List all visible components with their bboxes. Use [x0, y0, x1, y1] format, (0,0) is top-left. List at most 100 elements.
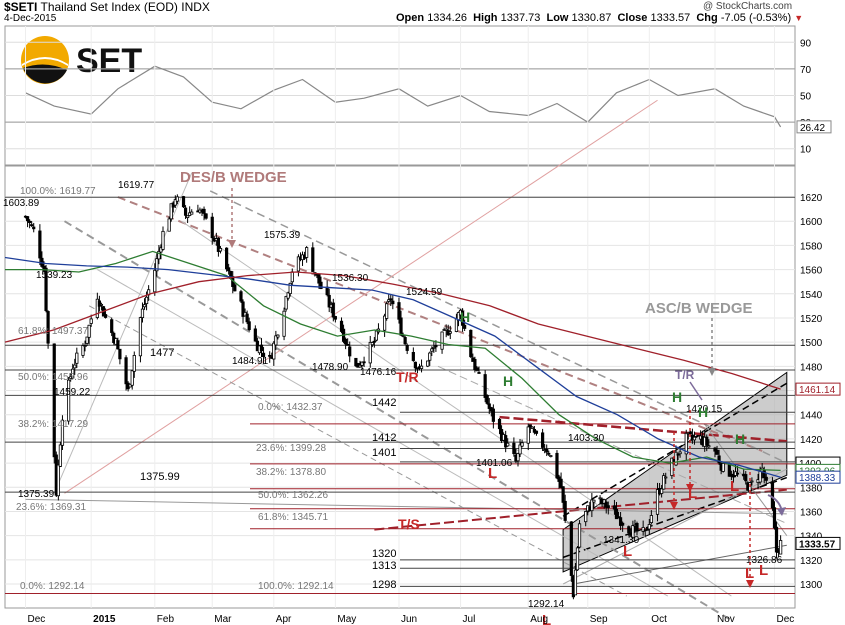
candle-body — [770, 482, 775, 509]
label-1478: 1478.90 — [312, 362, 349, 373]
candle-body — [46, 311, 50, 344]
candle-body — [233, 284, 237, 292]
candle-body — [575, 547, 580, 571]
candle-body — [138, 317, 143, 357]
fib-236-left: 23.6%: 1369.31 — [16, 502, 86, 513]
candle-body — [530, 426, 534, 429]
candle-body — [555, 452, 559, 479]
candle-body — [401, 334, 405, 337]
candle-body — [204, 213, 208, 219]
label-1536: 1536.30 — [332, 273, 369, 284]
candle-body — [75, 352, 79, 364]
level-1313-label: 1313 — [372, 560, 396, 572]
candle-body — [169, 203, 173, 220]
candle-body — [645, 528, 649, 531]
label-1326: 1326.86 — [746, 555, 783, 566]
candle-body — [339, 320, 344, 332]
set-logo: SET — [21, 36, 142, 84]
candle-body — [87, 324, 91, 338]
candle-body — [772, 507, 777, 529]
chart-date: 4-Dec-2015 — [4, 13, 57, 24]
candle-body — [167, 218, 171, 232]
fan-line-1 — [64, 99, 658, 494]
moving-average-ma200 — [4, 271, 781, 390]
candle-body — [132, 355, 136, 372]
candle-body — [32, 226, 36, 230]
rsi-tick-label: 50 — [800, 92, 812, 103]
tr-red-label: T/R — [396, 369, 419, 385]
candle-body — [676, 453, 680, 456]
candle-body — [614, 508, 619, 520]
candle-body — [432, 346, 436, 349]
candle-body — [360, 361, 364, 366]
chg-down-arrow-icon: ▼ — [794, 13, 804, 23]
candle-body — [218, 248, 223, 252]
fib-top-left: 100.0%: 1619.77 — [20, 186, 96, 197]
candle-body — [153, 269, 157, 293]
candle-body — [60, 419, 65, 446]
price-tag: 1388.33 — [795, 470, 841, 484]
candle-body — [684, 432, 688, 455]
candle-body — [348, 346, 352, 357]
candle-body — [354, 357, 358, 367]
candle-body — [713, 447, 717, 452]
fan-line-4 — [88, 305, 627, 597]
candle-body — [405, 345, 409, 351]
h-marker: H — [698, 404, 708, 420]
candle-body — [569, 521, 573, 576]
candle-body — [71, 368, 75, 379]
candle-body — [715, 449, 719, 455]
candle-body — [276, 334, 280, 338]
candle-body — [512, 442, 516, 455]
projection-arrowhead-icon — [777, 507, 786, 516]
logo-text: SET — [76, 42, 142, 80]
asc-wedge-label: ASC/B WEDGE — [645, 300, 753, 317]
price-tick-label: 1480 — [800, 362, 823, 373]
candle-body — [159, 247, 163, 253]
des-wedge-line-2 — [209, 190, 788, 464]
candle-body — [428, 352, 432, 361]
candle-body — [460, 310, 465, 326]
candle-body — [399, 317, 403, 336]
label-1603: 1603.89 — [3, 198, 40, 209]
price-tick-label: 1360 — [800, 507, 823, 518]
candle-body — [38, 230, 42, 259]
support-line — [573, 544, 787, 585]
candle-body — [89, 318, 93, 324]
candle-body — [577, 523, 582, 548]
label-1420: 1420.15 — [686, 404, 723, 415]
candle-body — [621, 522, 625, 526]
label-1375-low: 1375.39 — [18, 489, 55, 500]
candle-body — [28, 220, 32, 223]
candle-body — [372, 340, 376, 343]
candle-body — [744, 474, 748, 482]
candle-body — [526, 426, 530, 444]
candle-body — [81, 345, 85, 356]
candle-body — [97, 300, 101, 307]
candle-body — [670, 457, 674, 476]
candle-body — [284, 296, 288, 310]
wave-icon — [22, 57, 68, 66]
candle-body — [227, 267, 231, 272]
price-tag: 1333.57 — [795, 536, 841, 550]
candle-body — [518, 444, 522, 455]
candle-body — [491, 408, 495, 422]
label-1459: 1459.22 — [54, 387, 91, 398]
candle-body — [259, 344, 264, 352]
candle-body — [210, 216, 214, 239]
x-tick-label: 2015 — [93, 614, 116, 625]
fan-line-6 — [437, 365, 787, 524]
candle-body — [590, 499, 594, 512]
label-1341: 1341.30 — [603, 535, 640, 546]
h-marker: H — [503, 373, 513, 389]
candle-body — [319, 281, 323, 289]
candle-body — [116, 340, 120, 350]
x-tick-label: Jun — [401, 614, 417, 625]
candle-body — [144, 296, 149, 305]
candle-body — [73, 364, 77, 369]
candle-body — [604, 501, 608, 508]
asc-wedge-arrowhead-icon — [708, 368, 716, 376]
label-1524: 1524.59 — [406, 287, 443, 298]
label-1403: 1403.30 — [568, 433, 605, 444]
